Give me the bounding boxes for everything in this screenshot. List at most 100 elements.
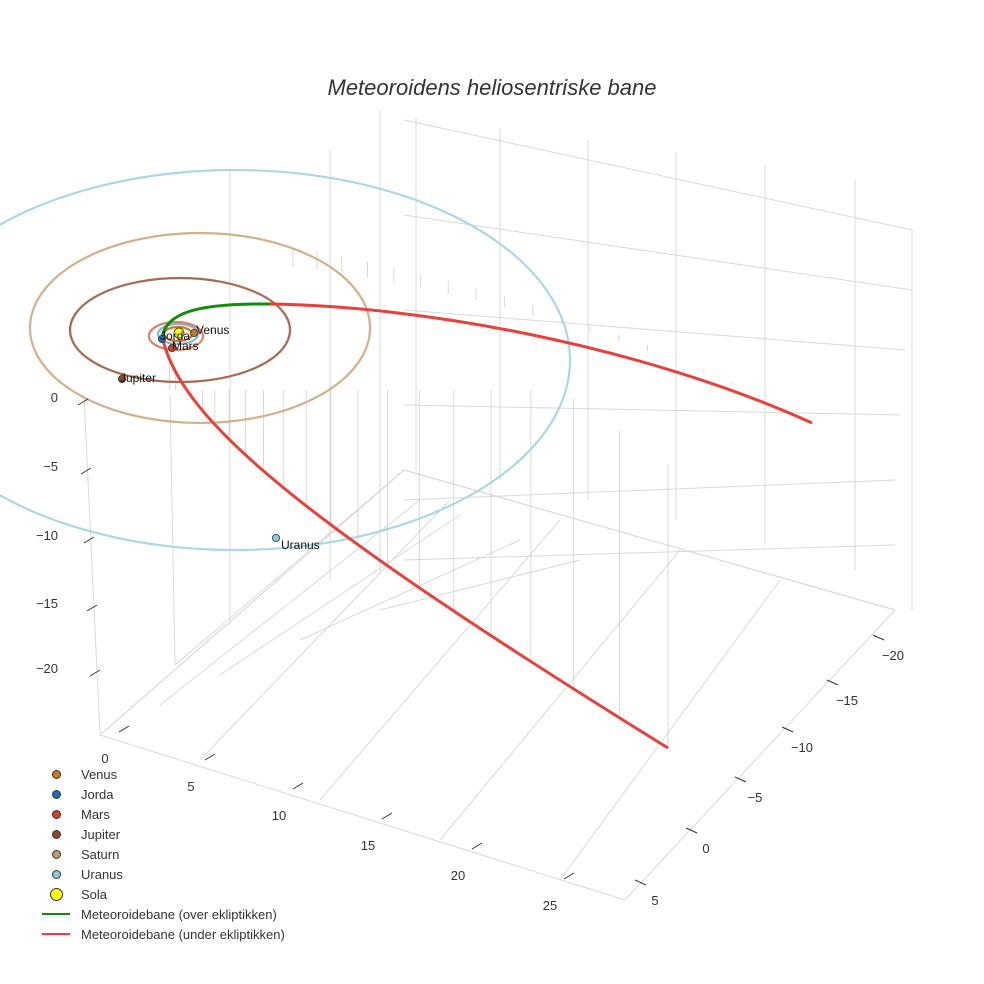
legend-item-over-ecliptic[interactable]: Meteoroidebane (over ekliptikken): [40, 904, 340, 924]
z-tick-mark: [80, 467, 92, 475]
planet-marker-venus[interactable]: [189, 328, 198, 337]
x-tick-mark: [204, 753, 216, 761]
grid-line: [403, 469, 896, 611]
grid-line: [403, 309, 906, 351]
planet-marker-uranus[interactable]: [271, 534, 280, 543]
x-tick-label: 10: [272, 808, 286, 823]
grid-line: [174, 469, 405, 666]
grid-line: [403, 214, 913, 291]
legend-label: Venus: [81, 766, 118, 782]
y-tick-label: −15: [836, 693, 858, 708]
legend-swatch: [51, 789, 61, 799]
x-tick-label: 0: [101, 751, 108, 766]
legend-symbol: [40, 844, 72, 864]
planet-marker-jupiter[interactable]: [118, 374, 127, 383]
legend: Venus Jorda Mars Jupiter Saturn Uranus Sola Met…: [40, 764, 340, 944]
legend-label: Uranus: [81, 866, 123, 882]
y-tick-mark: [734, 776, 747, 783]
z-tick-mark: [83, 536, 95, 544]
grid-line: [199, 499, 451, 761]
legend-item-uranus[interactable]: Uranus: [40, 864, 340, 884]
grid-line: [403, 404, 901, 416]
z-tick-mark: [89, 669, 101, 677]
y-tick-label: 5: [651, 893, 658, 908]
orbit-saturn: [28, 231, 372, 425]
legend-label: Jupiter: [81, 826, 121, 842]
y-tick-label: 0: [702, 841, 709, 856]
grid-line: [403, 544, 896, 561]
legend-symbol: [40, 904, 72, 924]
y-tick-label: −5: [748, 790, 763, 805]
grid-line: [403, 479, 896, 501]
legend-symbol: [40, 884, 72, 904]
grid-layer: [83, 110, 913, 901]
chart-title: Meteoroidens heliosentriske bane: [328, 75, 657, 100]
legend-label: Mars: [81, 806, 110, 822]
legend-symbol: [40, 764, 72, 784]
legend-symbol: [40, 864, 72, 884]
z-tick-mark: [86, 604, 98, 612]
sun-marker[interactable]: [173, 327, 185, 339]
planet-label-mars: Mars: [172, 339, 199, 353]
legend-symbol: [40, 924, 72, 944]
legend-swatch: [42, 933, 70, 935]
legend-symbol: [40, 784, 72, 804]
planet-label-venus: Venus: [196, 323, 229, 337]
meteoroid-trajectory: [160, 302, 813, 750]
legend-label: Jorda: [81, 786, 114, 802]
x-tick-mark: [118, 725, 130, 733]
grid-line: [559, 579, 781, 881]
planet-marker-mars[interactable]: [167, 343, 176, 352]
grid-line: [169, 394, 176, 666]
y-tick-mark: [872, 634, 885, 641]
legend-item-jupiter[interactable]: Jupiter: [40, 824, 340, 844]
legend-swatch: [51, 829, 61, 839]
planet-orbits: [0, 168, 571, 552]
planet-marker-jorda[interactable]: [157, 334, 166, 343]
trajectory-over-ecliptic: [160, 302, 271, 337]
x-tick-label: 25: [543, 898, 557, 913]
trajectory-under-ecliptic-inbound: [160, 335, 669, 750]
legend-swatch: [51, 769, 61, 779]
z-tick-label: −5: [43, 459, 58, 474]
legend-item-mars[interactable]: Mars: [40, 804, 340, 824]
z-tick-label: −20: [36, 661, 58, 676]
legend-item-venus[interactable]: Venus: [40, 764, 340, 784]
z-tick-label: 0: [51, 390, 58, 405]
legend-swatch: [51, 849, 61, 859]
legend-symbol: [40, 804, 72, 824]
x-tick-mark: [381, 812, 393, 820]
x-tick-label: 20: [451, 868, 465, 883]
legend-item-saturn[interactable]: Saturn: [40, 844, 340, 864]
grid-line: [99, 734, 626, 901]
legend-swatch: [51, 809, 61, 819]
y-tick-mark: [685, 827, 698, 834]
legend-item-jorda[interactable]: Jorda: [40, 784, 340, 804]
axis-ticks: 0 5 10 15 20 25 −20 −15 −10 −5 0 5 0 −5 −10 −15 −20: [36, 390, 904, 913]
grid-line: [83, 394, 101, 736]
planet-label-jorda: Jorda: [160, 329, 190, 343]
orbit-uranus: [0, 168, 571, 552]
grid-line: [439, 549, 681, 841]
legend-label: Saturn: [81, 846, 120, 862]
y-tick-mark: [781, 726, 794, 733]
legend-swatch: [51, 869, 61, 879]
x-tick-mark: [563, 872, 575, 880]
legend-symbol: [40, 824, 72, 844]
y-tick-label: −10: [791, 740, 813, 755]
y-tick-mark: [634, 879, 647, 886]
legend-swatch: [49, 887, 63, 901]
x-tick-label: 15: [361, 838, 375, 853]
z-tick-label: −15: [36, 596, 58, 611]
z-tick-mark: [77, 398, 89, 406]
grid-line: [299, 539, 521, 641]
grid-line: [219, 514, 461, 676]
grid-line: [379, 559, 581, 611]
planet-label-uranus: Uranus: [281, 538, 320, 552]
legend-item-sola[interactable]: Sola: [40, 884, 340, 904]
x-tick-mark: [471, 842, 483, 850]
y-tick-label: −20: [882, 648, 904, 663]
legend-item-under-ecliptic[interactable]: Meteoroidebane (under ekliptikken): [40, 924, 340, 944]
